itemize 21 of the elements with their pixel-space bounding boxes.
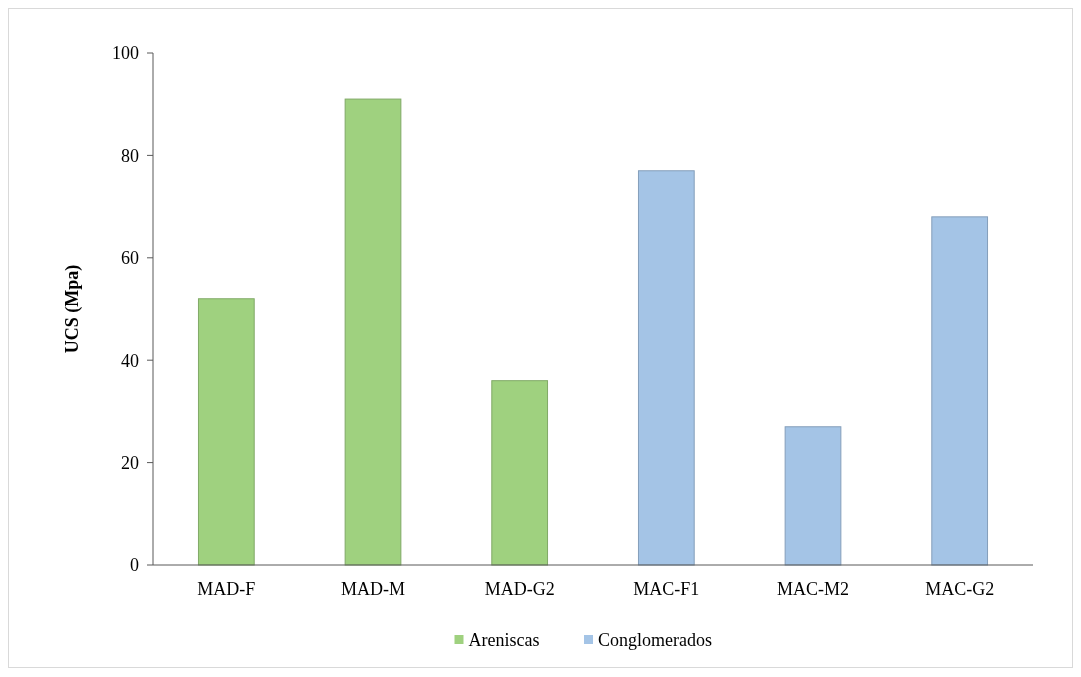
y-tick-label: 60 <box>121 248 139 269</box>
y-tick-label: 20 <box>121 452 139 473</box>
x-tick-label: MAD-F <box>197 579 256 599</box>
y-tick-label: 80 <box>121 145 139 166</box>
y-tick-label: 0 <box>130 555 139 576</box>
bar <box>637 170 695 566</box>
legend-label: Conglomerados <box>598 630 712 651</box>
y-tick-label: 40 <box>121 350 139 371</box>
bar <box>344 98 402 566</box>
x-tick-label: MAD-M <box>340 579 406 599</box>
x-tick-label: MAD-G2 <box>484 579 555 599</box>
y-tick-label: 100 <box>112 43 139 64</box>
y-axis-title: UCS (Mpa) <box>62 264 83 354</box>
legend-label: Areniscas <box>468 630 540 651</box>
bar <box>491 380 549 566</box>
x-tick-label: MAC-M2 <box>776 579 850 599</box>
bar <box>931 216 989 566</box>
bar <box>197 298 255 566</box>
x-tick-label: MAC-G2 <box>925 579 995 599</box>
x-tick-label: MAC-F1 <box>633 579 700 599</box>
bar <box>784 426 842 566</box>
